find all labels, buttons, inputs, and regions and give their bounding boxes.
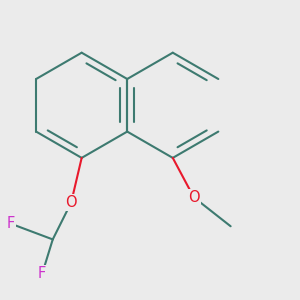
Text: F: F [38, 266, 46, 281]
Text: F: F [7, 216, 15, 231]
Text: O: O [188, 190, 200, 205]
Text: O: O [65, 195, 77, 210]
